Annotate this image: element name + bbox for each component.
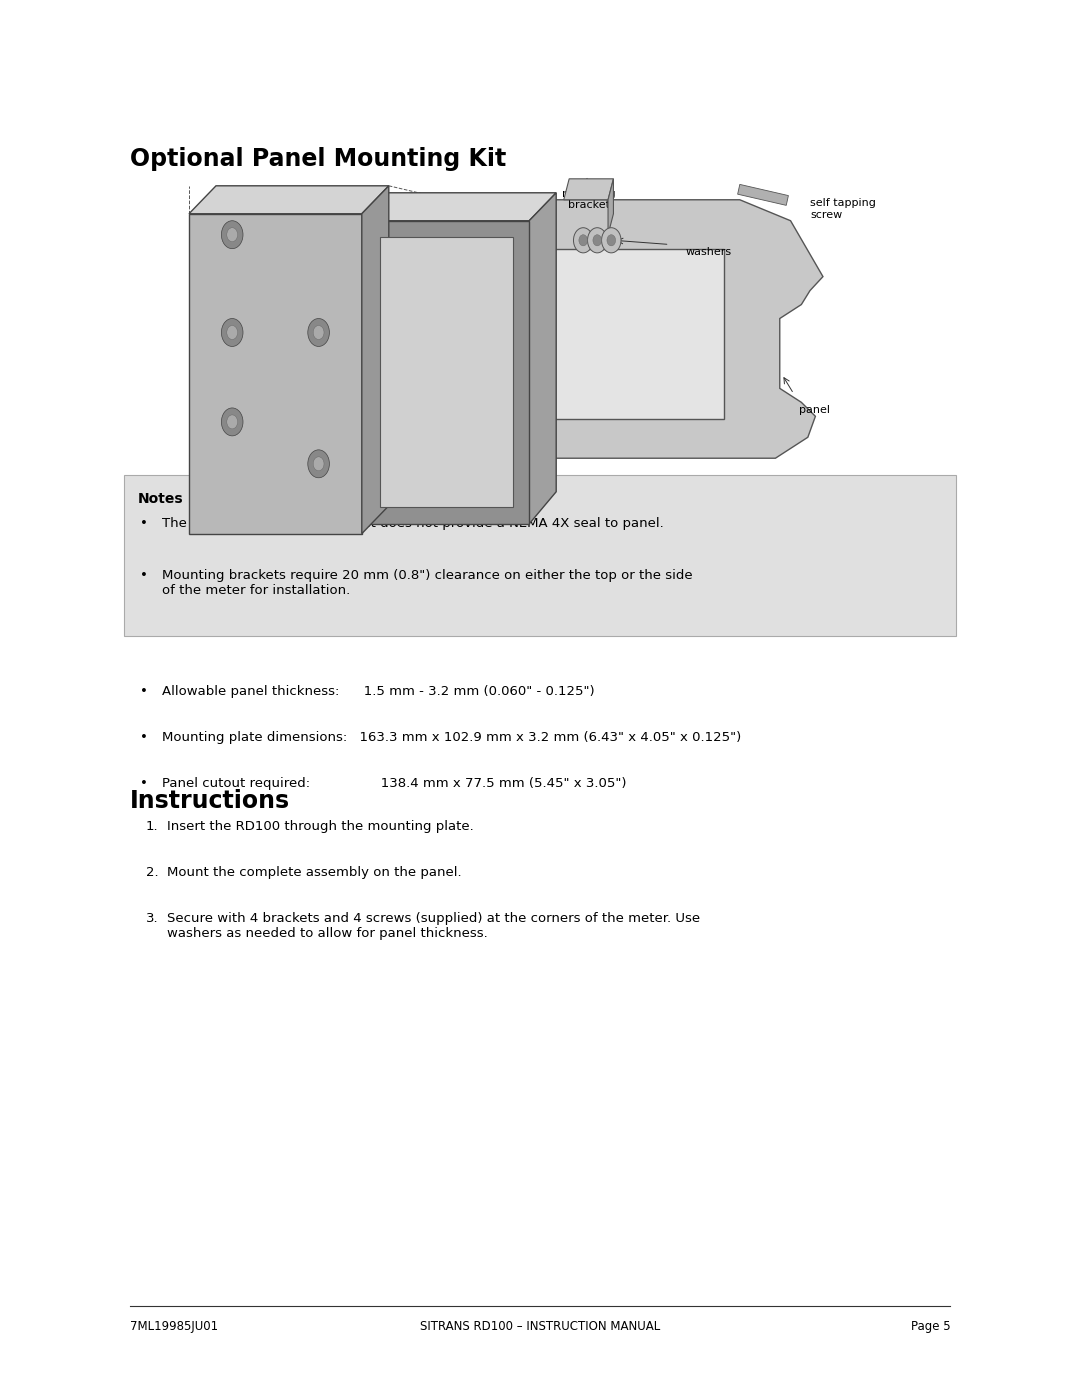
Circle shape <box>593 235 602 246</box>
Circle shape <box>607 235 616 246</box>
Text: •: • <box>140 685 148 697</box>
Text: •: • <box>140 777 148 789</box>
Text: 1.5 mm - 3.2 mm (0.060" - 0.125"): 1.5 mm - 3.2 mm (0.060" - 0.125") <box>351 685 595 697</box>
Polygon shape <box>362 186 389 534</box>
Circle shape <box>573 228 593 253</box>
Text: Panel cutout required:: Panel cutout required: <box>162 777 310 789</box>
Text: Secure with 4 brackets and 4 screws (supplied) at the corners of the meter. Use
: Secure with 4 brackets and 4 screws (sup… <box>167 912 701 940</box>
Text: RD100: RD100 <box>200 492 237 502</box>
Circle shape <box>227 228 238 242</box>
Text: Insert the RD100 through the mounting plate.: Insert the RD100 through the mounting pl… <box>167 820 474 833</box>
Text: Mounting plate dimensions:: Mounting plate dimensions: <box>162 731 348 743</box>
Text: The optional panel mounting kit does not provide a NEMA 4X seal to panel.: The optional panel mounting kit does not… <box>162 517 664 529</box>
Polygon shape <box>189 186 389 214</box>
Circle shape <box>227 326 238 339</box>
Text: Optional Panel Mounting Kit: Optional Panel Mounting Kit <box>130 147 505 170</box>
Circle shape <box>313 326 324 339</box>
Bar <box>491 249 724 419</box>
Circle shape <box>227 415 238 429</box>
Text: •: • <box>140 731 148 743</box>
Text: 1.: 1. <box>146 820 159 833</box>
Circle shape <box>221 221 243 249</box>
Text: 2.: 2. <box>146 866 159 879</box>
Polygon shape <box>738 184 788 205</box>
Circle shape <box>579 235 588 246</box>
Text: Instructions: Instructions <box>130 789 289 813</box>
Text: self tapping
screw: self tapping screw <box>810 198 876 219</box>
Text: mounting
bracket: mounting bracket <box>562 189 616 210</box>
Text: panel: panel <box>799 405 831 415</box>
Circle shape <box>221 408 243 436</box>
Text: 138.4 mm x 77.5 mm (5.45" x 3.05"): 138.4 mm x 77.5 mm (5.45" x 3.05") <box>351 777 626 789</box>
Polygon shape <box>608 179 613 235</box>
Polygon shape <box>362 221 529 524</box>
Polygon shape <box>402 200 823 458</box>
Text: washers: washers <box>686 247 732 257</box>
Polygon shape <box>189 214 362 534</box>
Circle shape <box>308 450 329 478</box>
Text: Notes: Notes <box>138 492 184 506</box>
Text: Mounting brackets require 20 mm (0.8") clearance on either the top or the side
o: Mounting brackets require 20 mm (0.8") c… <box>162 569 692 597</box>
Circle shape <box>221 319 243 346</box>
Text: 163.3 mm x 102.9 mm x 3.2 mm (6.43" x 4.05" x 0.125"): 163.3 mm x 102.9 mm x 3.2 mm (6.43" x 4.… <box>351 731 741 743</box>
Text: SITRANS RD100 – INSTRUCTION MANUAL: SITRANS RD100 – INSTRUCTION MANUAL <box>420 1320 660 1333</box>
Circle shape <box>602 228 621 253</box>
Circle shape <box>313 457 324 471</box>
FancyBboxPatch shape <box>124 475 956 636</box>
Polygon shape <box>380 237 513 507</box>
Text: •: • <box>140 569 148 581</box>
Text: Mount the complete assembly on the panel.: Mount the complete assembly on the panel… <box>167 866 462 879</box>
Text: •: • <box>140 517 148 529</box>
Polygon shape <box>564 179 613 200</box>
Text: mounting plate: mounting plate <box>421 461 508 471</box>
Text: 7ML19985JU01: 7ML19985JU01 <box>130 1320 218 1333</box>
Polygon shape <box>529 193 556 524</box>
Circle shape <box>308 319 329 346</box>
Text: Allowable panel thickness:: Allowable panel thickness: <box>162 685 339 697</box>
Circle shape <box>588 228 607 253</box>
Text: 3.: 3. <box>146 912 159 925</box>
Polygon shape <box>362 193 556 221</box>
Text: Page 5: Page 5 <box>910 1320 950 1333</box>
